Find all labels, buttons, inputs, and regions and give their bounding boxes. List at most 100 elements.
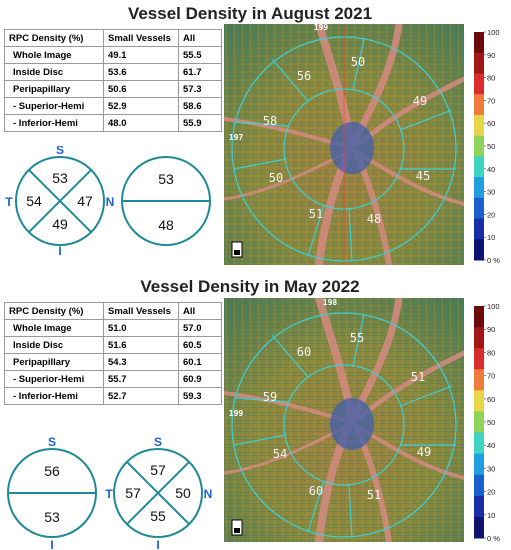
col-header-small: Small Vessels bbox=[103, 302, 179, 320]
map-top-label: 199 bbox=[314, 24, 329, 32]
colorbar-tick: 10 bbox=[487, 511, 495, 520]
quadrant-superior: 57 bbox=[150, 462, 166, 478]
all-value: 55.9 bbox=[178, 114, 222, 132]
direction-n: N bbox=[106, 195, 115, 209]
quadrant-nasal: 50 bbox=[175, 485, 191, 501]
small-vessels-value: 53.6 bbox=[103, 63, 179, 81]
col-header-rpc: RPC Density (%) bbox=[4, 302, 104, 320]
quadrant-temporal: 57 bbox=[125, 485, 141, 501]
colorbar-tick: 90 bbox=[487, 51, 495, 60]
direction-s: S bbox=[56, 146, 64, 157]
colorbar-tick: 70 bbox=[487, 372, 495, 381]
colorbar-tick: 10 bbox=[487, 233, 495, 242]
map-sector-value: 45 bbox=[416, 169, 430, 183]
map-sector-value: 59 bbox=[263, 390, 277, 404]
colorbar-tick: 20 bbox=[487, 488, 495, 497]
map-left-label: 199 bbox=[229, 409, 244, 418]
quadrant-inferior: 55 bbox=[150, 508, 166, 524]
direction-i: I bbox=[58, 244, 61, 256]
quadrant-superior: 53 bbox=[52, 170, 68, 186]
all-value: 58.6 bbox=[178, 97, 222, 115]
colorbar-swatch bbox=[474, 32, 484, 54]
colorbar-swatch bbox=[474, 52, 484, 74]
colorbar-tick: 90 bbox=[487, 325, 495, 334]
row-label: Whole Image bbox=[4, 46, 104, 64]
map-sector-value: 50 bbox=[269, 171, 283, 185]
colorbar-swatch bbox=[474, 411, 484, 434]
colorbar-tick: 80 bbox=[487, 348, 495, 357]
map-left-label: 197 bbox=[229, 133, 244, 142]
colorbar-tick: 20 bbox=[487, 210, 495, 219]
map-top-label: 198 bbox=[323, 298, 338, 307]
colorbar-swatch bbox=[474, 369, 484, 391]
device-icon bbox=[231, 241, 243, 258]
hemi-circle-2: S I 56 53 bbox=[7, 435, 97, 550]
direction-n: N bbox=[204, 487, 213, 501]
vessel-density-map-1: 56 50 49 58 50 45 51 48 199 197 bbox=[224, 24, 464, 265]
colorbar-swatch bbox=[474, 348, 484, 370]
direction-t: T bbox=[5, 195, 13, 209]
quadrant-circle-2: S I T N 57 57 50 55 bbox=[105, 435, 213, 550]
colorbar-tick: 80 bbox=[487, 74, 495, 83]
colorbar-tick: 0 % bbox=[487, 256, 500, 265]
colorbar-swatch bbox=[474, 432, 484, 455]
map-sector-value: 51 bbox=[411, 370, 425, 384]
map-sector-value: 51 bbox=[309, 207, 323, 221]
quadrant-temporal: 54 bbox=[26, 193, 42, 209]
map-sector-value: 60 bbox=[309, 484, 323, 498]
small-vessels-value: 48.0 bbox=[103, 114, 179, 132]
small-vessels-value: 50.6 bbox=[103, 80, 179, 98]
direction-s: S bbox=[48, 435, 56, 449]
table-row: - Superior-Hemi 55.7 60.9 bbox=[4, 370, 222, 388]
vessel-density-map-2: 60 55 51 59 54 49 60 51 198 199 bbox=[224, 298, 464, 542]
colorbar-tick: 100 bbox=[487, 30, 500, 37]
direction-t: T bbox=[105, 487, 113, 501]
row-label: - Inferior-Hemi bbox=[4, 387, 104, 405]
colorbar-swatch bbox=[474, 156, 484, 178]
hemi-inferior: 53 bbox=[44, 509, 60, 525]
quadrant-inferior: 49 bbox=[52, 216, 68, 232]
colorbar-tick: 40 bbox=[487, 441, 495, 450]
table-row: - Superior-Hemi 52.9 58.6 bbox=[4, 97, 222, 115]
panel-1-title: Vessel Density in August 2021 bbox=[127, 4, 373, 23]
table-row: - Inferior-Hemi 52.7 59.3 bbox=[4, 387, 222, 405]
colorbar-tick: 50 bbox=[487, 142, 495, 151]
colorbar-tick: 30 bbox=[487, 188, 495, 197]
map-sector-value: 54 bbox=[273, 447, 287, 461]
table-row: Whole Image 49.1 55.5 bbox=[4, 46, 222, 64]
table-row: Peripapillary 50.6 57.3 bbox=[4, 80, 222, 98]
hemi-inferior: 48 bbox=[158, 217, 174, 233]
colorbar-swatch bbox=[474, 197, 484, 220]
row-label: - Inferior-Hemi bbox=[4, 114, 104, 132]
table-row: Inside Disc 51.6 60.5 bbox=[4, 336, 222, 354]
colorbar-tick: 60 bbox=[487, 395, 495, 404]
col-header-small: Small Vessels bbox=[103, 29, 179, 47]
colorbar-tick: 40 bbox=[487, 165, 495, 174]
colorbar-swatch bbox=[474, 135, 484, 157]
map-sector-value: 56 bbox=[297, 69, 311, 83]
small-vessels-value: 52.9 bbox=[103, 97, 179, 115]
small-vessels-value: 51.0 bbox=[103, 319, 179, 337]
colorbar-tick: 0 % bbox=[487, 534, 500, 543]
all-value: 61.7 bbox=[178, 63, 222, 81]
colorbar-swatch bbox=[474, 516, 484, 539]
col-header-all: All bbox=[178, 302, 222, 320]
colorbar-tick: 60 bbox=[487, 119, 495, 128]
table-row: - Inferior-Hemi 48.0 55.9 bbox=[4, 114, 222, 132]
table-row: Inside Disc 53.6 61.7 bbox=[4, 63, 222, 81]
hemi-superior: 56 bbox=[44, 463, 60, 479]
small-vessels-value: 52.7 bbox=[103, 387, 179, 405]
colorbar-tick: 70 bbox=[487, 96, 495, 105]
map-sector-value: 49 bbox=[417, 445, 431, 459]
device-icon bbox=[231, 519, 243, 536]
row-label: Whole Image bbox=[4, 319, 104, 337]
colorbar-swatch bbox=[474, 327, 484, 349]
all-value: 60.5 bbox=[178, 336, 222, 354]
hemi-circle-1: 53 48 bbox=[121, 156, 211, 246]
density-table-2: RPC Density (%) Small Vessels All Whole … bbox=[4, 302, 222, 405]
density-table-1: RPC Density (%) Small Vessels All Whole … bbox=[4, 29, 222, 132]
all-value: 59.3 bbox=[178, 387, 222, 405]
table-row: Peripapillary 54.3 60.1 bbox=[4, 353, 222, 371]
map-sector-value: 49 bbox=[413, 94, 427, 108]
map-sector-value: 58 bbox=[263, 114, 277, 128]
